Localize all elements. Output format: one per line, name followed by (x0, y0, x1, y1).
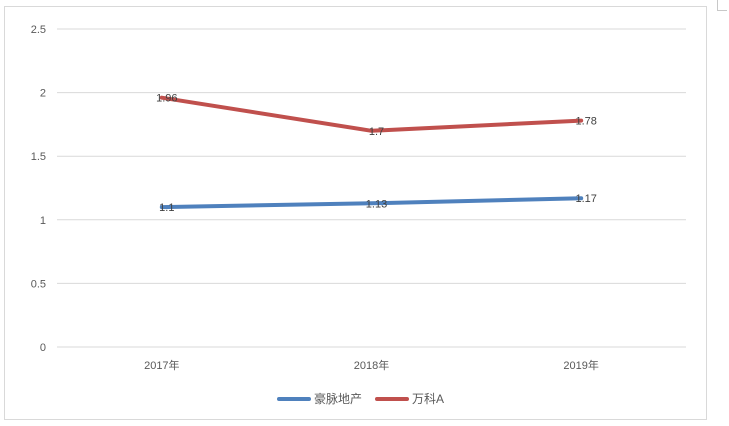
y-tick-label: 2.5 (31, 24, 46, 36)
chart-area-border (4, 6, 707, 420)
x-tick-label: 2019年 (563, 358, 598, 372)
y-tick-label: 0 (40, 342, 46, 354)
legend-label: 万科A (412, 392, 444, 406)
data-label: 1.7 (369, 126, 384, 138)
data-label: 1.78 (575, 116, 596, 128)
data-label: 1.96 (156, 93, 177, 105)
data-label: 1.17 (575, 193, 596, 205)
data-label: 1.13 (366, 198, 387, 210)
y-tick-label: 1.5 (31, 151, 46, 163)
x-tick-label: 2018年 (354, 358, 389, 372)
corner-marker (717, 0, 718, 10)
y-tick-label: 1 (40, 215, 46, 227)
corner-marker (717, 10, 727, 11)
y-tick-label: 0.5 (31, 278, 46, 290)
legend-label: 豪脉地产 (314, 391, 362, 406)
data-label: 1.1 (159, 202, 174, 214)
x-tick-label: 2017年 (144, 358, 179, 372)
y-tick-label: 2 (40, 88, 46, 100)
